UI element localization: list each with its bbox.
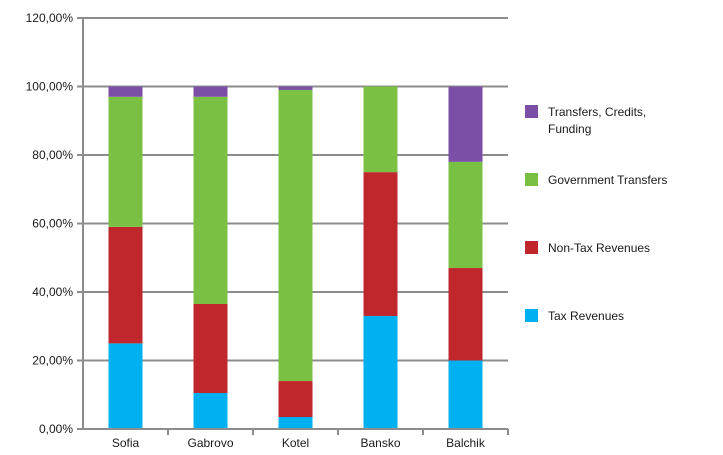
y-tick-label: 60,00% [32, 217, 73, 231]
bar-segment [108, 96, 143, 227]
legend: Transfers, Credits, Funding Government Tra… [525, 105, 667, 323]
bar-segment [193, 393, 228, 429]
legend-label-line: Funding [548, 122, 591, 136]
legend-label: Transfers, Credits, Funding [548, 105, 646, 136]
legend-swatch [525, 173, 538, 186]
bar-segment [278, 86, 313, 90]
x-axis-category-labels: Sofia Gabrovo Kotel Bansko Balchik [112, 436, 486, 450]
y-tick-label: 0,00% [39, 422, 73, 436]
bar-segment [278, 417, 313, 429]
legend-label: Government Transfers [548, 173, 667, 187]
bar-segment [193, 96, 228, 304]
x-category-label: Gabrovo [187, 436, 233, 450]
legend-swatch [525, 105, 538, 118]
x-category-label: Kotel [282, 436, 309, 450]
y-axis-tick-labels: 0,00% 20,00% 40,00% 60,00% 80,00% 100,00% 120,… [26, 11, 74, 436]
bar-segment [363, 315, 398, 429]
bar-segment [278, 89, 313, 382]
legend-label-line: Tax Revenues [548, 309, 624, 323]
bar-segment [193, 303, 228, 394]
legend-label: Tax Revenues [548, 309, 624, 323]
legend-swatch [525, 241, 538, 254]
bar-segment [448, 360, 483, 429]
x-category-label: Bansko [360, 436, 400, 450]
bar-segment [448, 161, 483, 269]
bar-segment [363, 172, 398, 316]
x-category-label: Sofia [112, 436, 140, 450]
bar-segment [448, 268, 483, 361]
bar-segment [108, 86, 143, 97]
legend-swatch [525, 309, 538, 322]
y-tick-label: 40,00% [32, 285, 73, 299]
legend-label-line: Non-Tax Revenues [548, 241, 650, 255]
x-category-label: Balchik [446, 436, 486, 450]
axes [77, 17, 509, 435]
bar-segment [108, 226, 143, 344]
y-tick-label: 80,00% [32, 148, 73, 162]
bar-segment [448, 86, 483, 162]
bar-segment [278, 381, 313, 418]
legend-label-line: Transfers, Credits, [548, 105, 646, 119]
bar-segment [108, 343, 143, 429]
bar-segment [363, 86, 398, 173]
legend-label-line: Government Transfers [548, 173, 667, 187]
bars [108, 86, 483, 429]
y-tick-label: 120,00% [26, 11, 74, 25]
legend-label: Non-Tax Revenues [548, 241, 650, 255]
y-tick-label: 100,00% [26, 80, 74, 94]
y-tick-label: 20,00% [32, 354, 73, 368]
bar-segment [193, 86, 228, 97]
